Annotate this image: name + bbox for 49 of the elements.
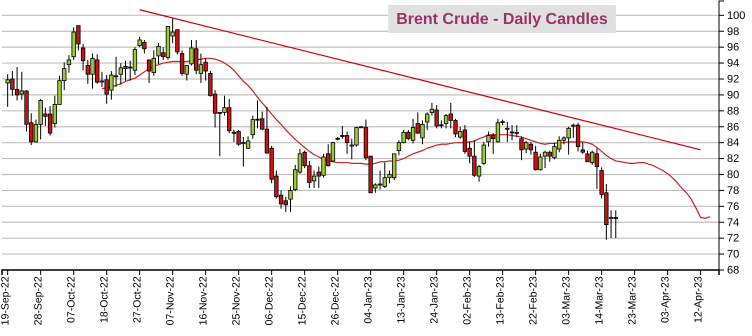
- y-tick-label: 86: [727, 121, 740, 134]
- x-tick-label: 07-Nov-22: [164, 276, 177, 326]
- x-tick-label: 06-Dec-22: [264, 276, 276, 326]
- candlestick: [580, 142, 585, 154]
- x-tick-label: 04-Jan-23: [362, 276, 375, 324]
- x-tick-label: 18-Oct-22: [98, 276, 111, 323]
- x-tick-label: 12-Apr-23: [692, 276, 705, 324]
- x-tick-label: 22-Feb-23: [528, 276, 540, 325]
- y-tick-label: 68: [727, 264, 740, 277]
- candlestick: [482, 141, 486, 166]
- y-tick-label: 82: [727, 153, 740, 166]
- x-tick-label: 03-Mar-23: [560, 276, 573, 325]
- y-tick-label: 72: [727, 232, 740, 245]
- x-tick-label: 14-Mar-23: [594, 276, 606, 325]
- x-tick-label: 13-Jan-23: [396, 276, 408, 324]
- y-tick-label: 84: [727, 137, 740, 150]
- x-tick-label: 19-Sep-22: [0, 276, 12, 326]
- x-tick-label: 28-Sep-22: [32, 276, 45, 326]
- y-tick-label: 98: [727, 26, 740, 38]
- y-tick-label: 80: [727, 169, 740, 182]
- x-tick-label: 26-Dec-22: [330, 276, 342, 326]
- y-tick-label: 70: [727, 248, 740, 261]
- x-tick-label: 15-Dec-22: [296, 276, 309, 326]
- text: Brent Crude - Daily Candles: [396, 11, 608, 28]
- y-tick-label: 78: [727, 184, 740, 197]
- candlestick: [505, 121, 510, 142]
- candlestick: [340, 125, 345, 140]
- y-tick-label: 88: [727, 105, 740, 118]
- y-tick-label: 90: [727, 89, 740, 102]
- y-tick-label: 96: [727, 42, 740, 54]
- x-tick-label: 07-Oct-22: [66, 276, 78, 323]
- candlestick: [66, 54, 72, 74]
- y-tick-label: 76: [727, 200, 740, 213]
- y-tick-label: 100: [727, 10, 746, 22]
- candlestick: [425, 112, 430, 130]
- x-tick-label: 24-Jan-23: [428, 276, 441, 324]
- candlestick: [80, 43, 86, 71]
- x-tick-label: 23-Mar-23: [626, 276, 639, 325]
- x-tick-label: 02-Feb-23: [462, 276, 474, 325]
- x-tick-label: 25-Nov-22: [230, 276, 243, 326]
- x-tick-label: 03-Apr-23: [660, 276, 672, 324]
- y-tick-label: 94: [727, 58, 740, 70]
- x-tick-label: 13-Feb-23: [494, 276, 507, 325]
- y-tick-label: 74: [727, 216, 740, 229]
- candlestick: [203, 58, 208, 82]
- y-tick-label: 92: [727, 74, 740, 86]
- candlestick: [288, 186, 293, 212]
- x-tick-label: 27-Oct-22: [132, 276, 144, 323]
- x-tick-label: 16-Nov-22: [198, 276, 210, 326]
